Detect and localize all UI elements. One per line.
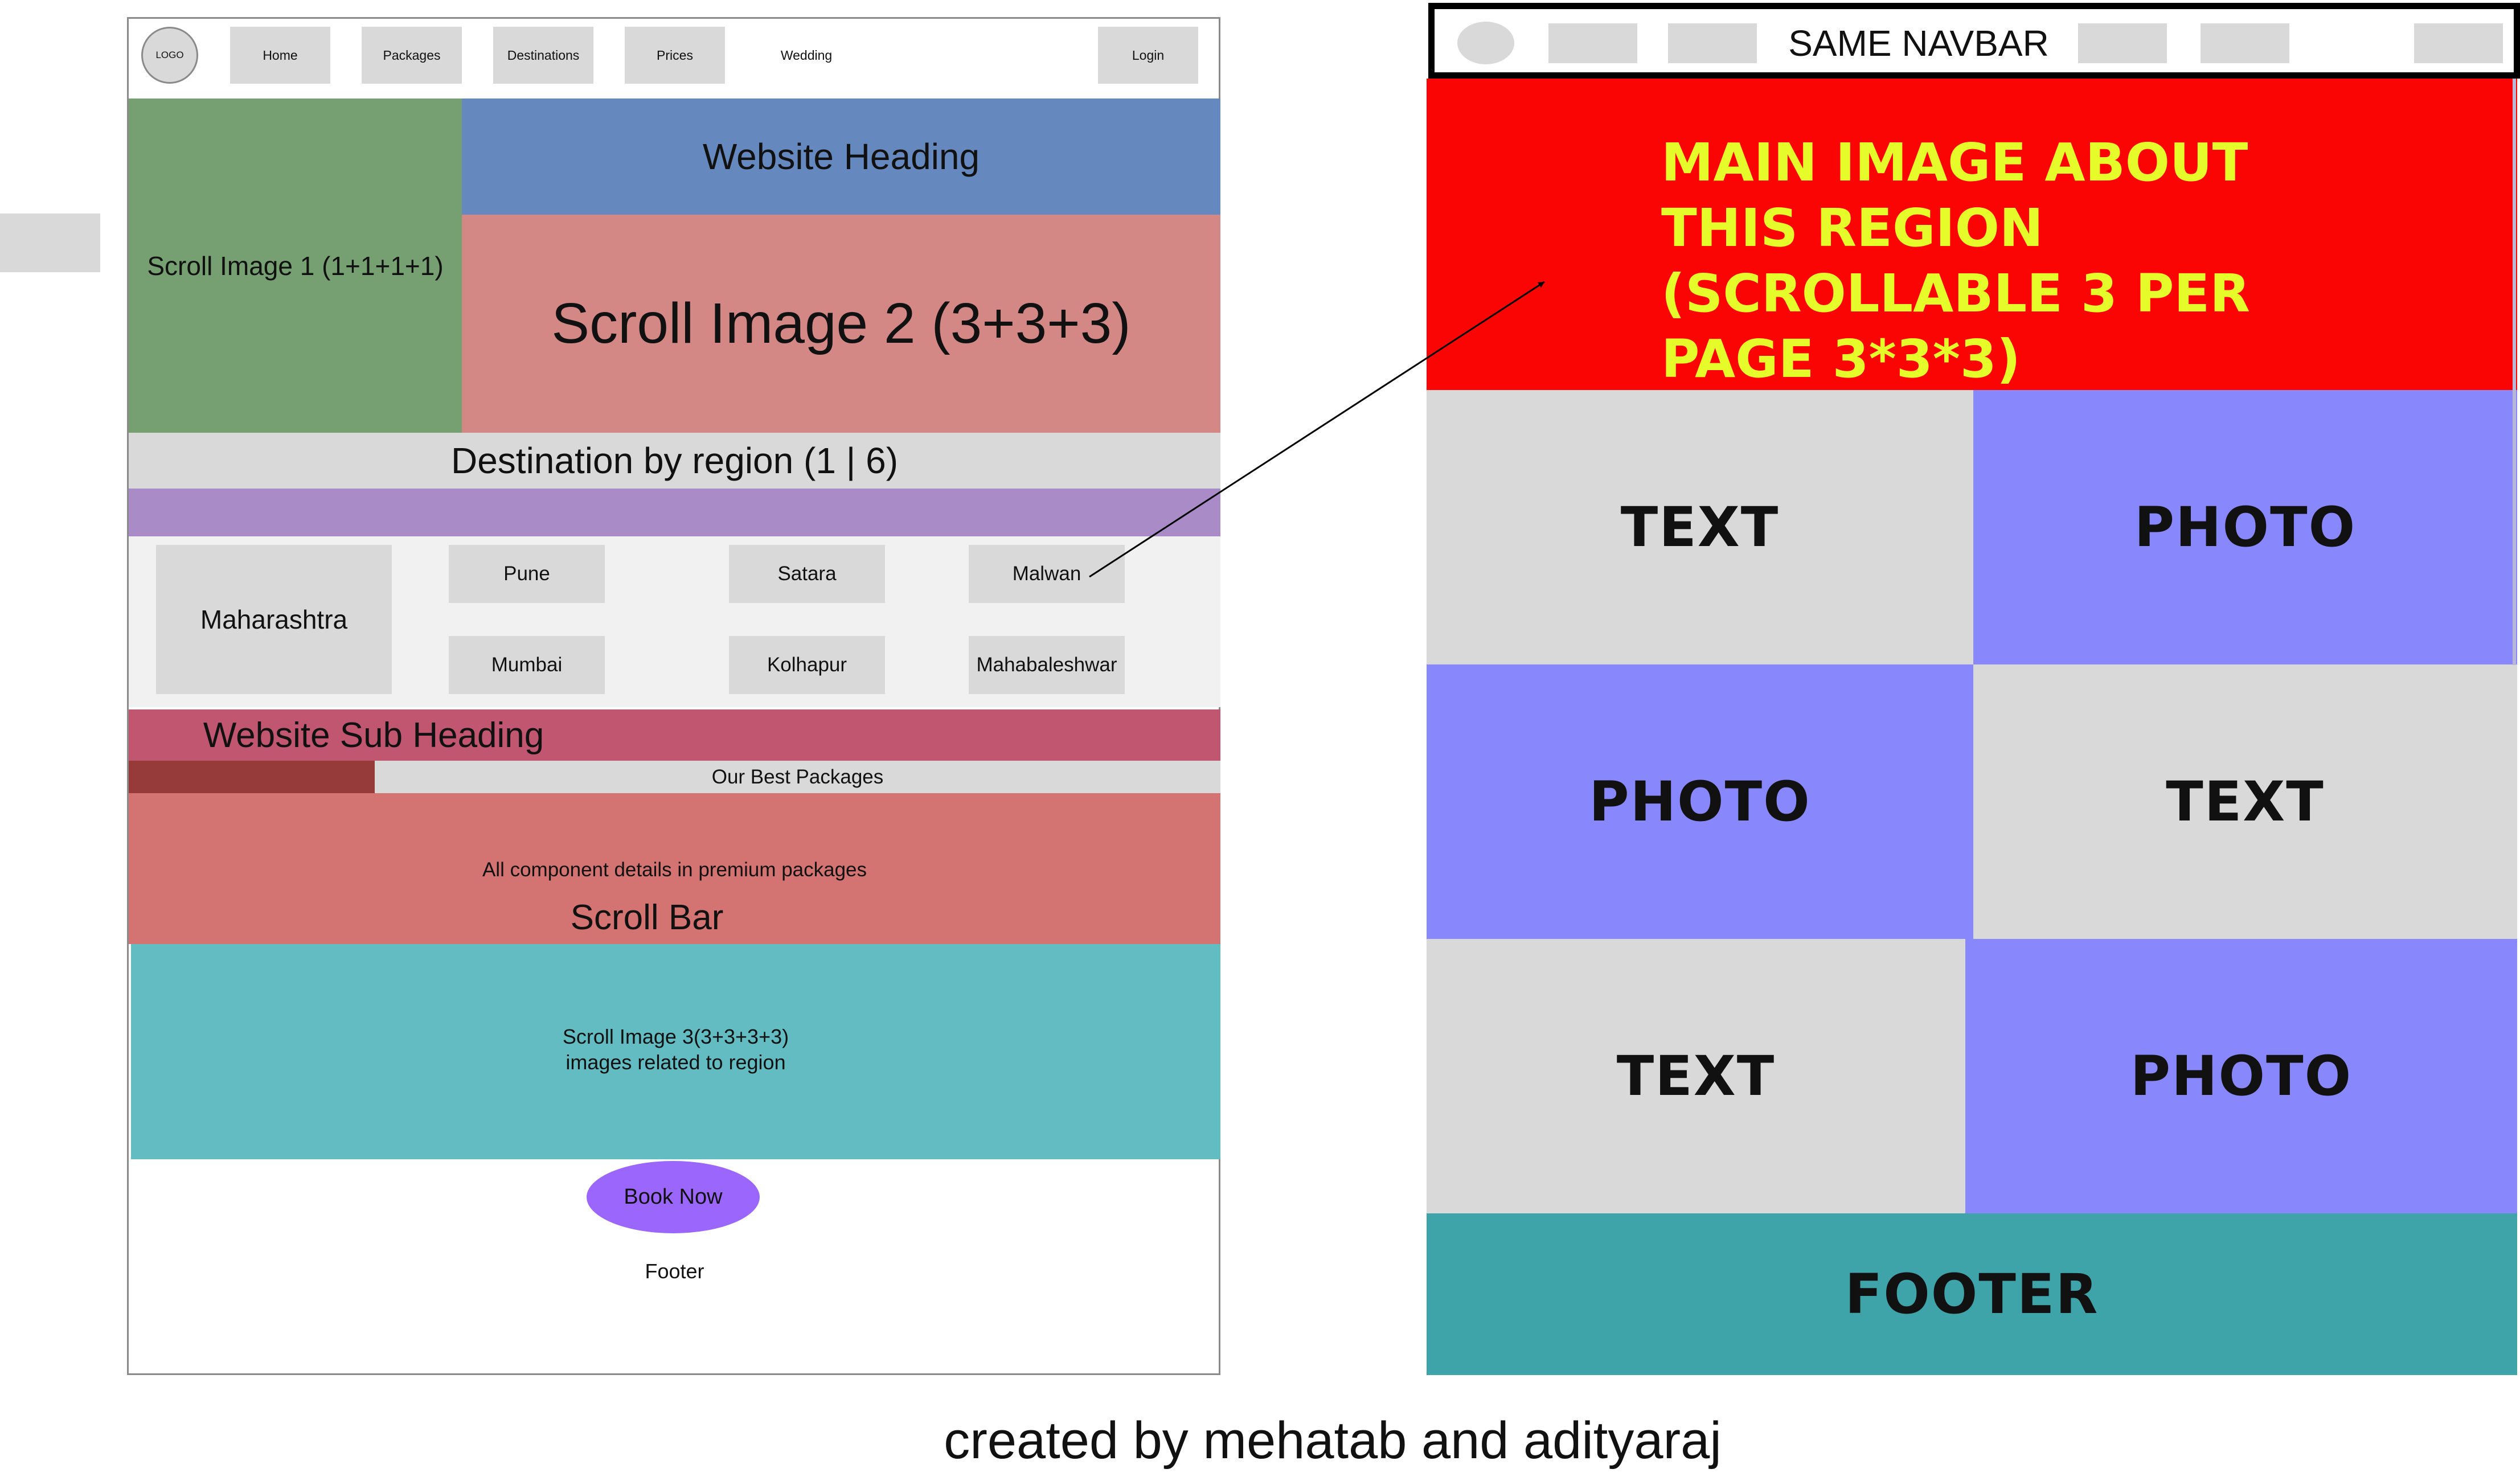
navbar-placeholder-2[interactable] bbox=[1668, 23, 1757, 63]
same-navbar: SAME NAVBAR bbox=[1428, 3, 2520, 79]
tile-text-3: TEXT bbox=[1427, 939, 1965, 1213]
right-edge-line bbox=[2513, 79, 2516, 665]
nav-destinations-button[interactable]: Destinations bbox=[493, 27, 593, 84]
website-heading-label: Website Heading bbox=[702, 136, 980, 177]
scroll-image-3-label: Scroll Image 3(3+3+3+3) bbox=[562, 1024, 789, 1048]
scroll-image-1: Scroll Image 1 (1+1+1+1) bbox=[129, 99, 462, 433]
main-region-image-label: MAIN IMAGE ABOUT THIS REGION (SCROLLABLE… bbox=[1661, 132, 2251, 389]
scroll-image-1-label: Scroll Image 1 (1+1+1+1) bbox=[147, 251, 444, 281]
right-footer: FOOTER bbox=[1427, 1213, 2517, 1375]
footer-label: Footer bbox=[645, 1259, 704, 1283]
navbar-placeholder-3[interactable] bbox=[2078, 23, 2167, 63]
tile-text-2: TEXT bbox=[1973, 664, 2517, 939]
navbar-placeholder-1[interactable] bbox=[1548, 23, 1637, 63]
navbar-placeholder-4[interactable] bbox=[2201, 23, 2289, 63]
destination-by-region: Destination by region (1 | 6) bbox=[129, 433, 1220, 489]
website-sub-heading-label: Website Sub Heading bbox=[203, 715, 544, 755]
nav-prices-button[interactable]: Prices bbox=[625, 27, 725, 84]
navbar-placeholder-5[interactable] bbox=[2414, 23, 2503, 63]
nav-packages-button[interactable]: Packages bbox=[362, 27, 462, 84]
our-best-packages: Our Best Packages bbox=[375, 761, 1220, 793]
scroll-image-2-label: Scroll Image 2 (3+3+3) bbox=[551, 292, 1131, 355]
tile-photo-2: PHOTO bbox=[1427, 664, 1973, 939]
side-block bbox=[0, 214, 100, 272]
book-now-button[interactable]: Book Now bbox=[587, 1161, 760, 1233]
tile-photo-3: PHOTO bbox=[1965, 939, 2517, 1213]
region-panel: Maharashtra Pune Satara Malwan Mumbai Ko… bbox=[129, 536, 1220, 707]
main-region-image: MAIN IMAGE ABOUT THIS REGION (SCROLLABLE… bbox=[1427, 79, 2517, 390]
nav-home-button[interactable]: Home bbox=[230, 27, 330, 84]
scroll-image-3: Scroll Image 3(3+3+3+3) images related t… bbox=[131, 944, 1220, 1159]
tile-photo-1: PHOTO bbox=[1973, 390, 2517, 664]
city-kolhapur[interactable]: Kolhapur bbox=[729, 636, 885, 694]
scroll-bar-label[interactable]: Scroll Bar bbox=[570, 897, 724, 937]
website-sub-heading: Website Sub Heading bbox=[129, 709, 1220, 761]
premium-packages-details: All component details in premium package… bbox=[482, 859, 867, 881]
purple-divider bbox=[129, 489, 1220, 536]
region-maharashtra[interactable]: Maharashtra bbox=[156, 545, 392, 694]
city-satara[interactable]: Satara bbox=[729, 545, 885, 603]
login-button[interactable]: Login bbox=[1098, 27, 1198, 84]
scroll-image-3-caption: images related to region bbox=[566, 1050, 786, 1074]
city-malwan[interactable]: Malwan bbox=[969, 545, 1125, 603]
best-packages-accent bbox=[129, 761, 375, 793]
same-navbar-label: SAME NAVBAR bbox=[1788, 23, 2049, 64]
logo[interactable]: LOGO bbox=[141, 27, 198, 84]
website-heading: Website Heading bbox=[462, 99, 1220, 215]
city-mumbai[interactable]: Mumbai bbox=[449, 636, 605, 694]
nav-wedding-link[interactable]: Wedding bbox=[780, 47, 833, 63]
navbar-logo-placeholder[interactable] bbox=[1457, 22, 1514, 64]
premium-packages-section: All component details in premium package… bbox=[129, 793, 1220, 944]
city-mahabaleshwar[interactable]: Mahabaleshwar bbox=[969, 636, 1125, 694]
tile-text-1: TEXT bbox=[1427, 390, 1973, 664]
scroll-image-2: Scroll Image 2 (3+3+3) bbox=[462, 215, 1220, 433]
city-pune[interactable]: Pune bbox=[449, 545, 605, 603]
homepage-wireframe: LOGO Home Packages Destinations Prices W… bbox=[127, 17, 1220, 1375]
destination-by-region-label: Destination by region (1 | 6) bbox=[450, 440, 899, 481]
credit-line: created by mehatab and adityaraj bbox=[944, 1411, 1722, 1470]
